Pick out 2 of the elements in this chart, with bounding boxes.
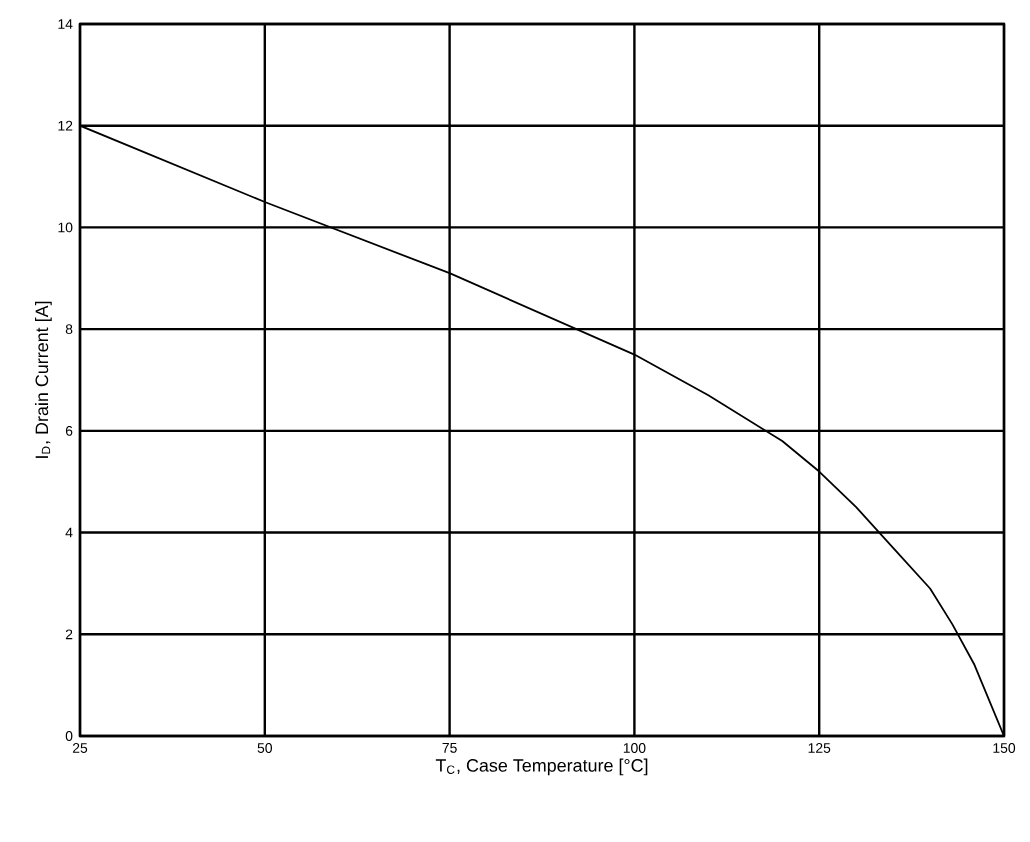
- y-axis-title: I$_{D}$, Drain Current [A]: [35, 301, 52, 458]
- x-axis-title: T$_{C}$, Case Temperature [°C]: [435, 758, 648, 776]
